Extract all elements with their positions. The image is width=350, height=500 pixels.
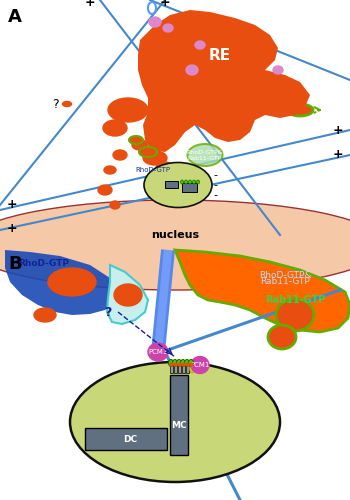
Text: RhoD-GTP: RhoD-GTP — [18, 258, 69, 268]
Polygon shape — [138, 10, 310, 152]
Ellipse shape — [184, 180, 188, 184]
Text: ?: ? — [104, 306, 112, 318]
Bar — [85, 428, 167, 450]
Ellipse shape — [195, 363, 200, 373]
Ellipse shape — [144, 162, 212, 208]
Text: +: + — [333, 124, 343, 136]
Polygon shape — [175, 250, 350, 332]
Ellipse shape — [104, 166, 116, 174]
Bar — [165, 181, 178, 188]
Ellipse shape — [0, 200, 350, 290]
Ellipse shape — [149, 17, 161, 27]
Text: RhoD-GTP&: RhoD-GTP& — [259, 270, 311, 280]
Ellipse shape — [143, 151, 167, 165]
Ellipse shape — [181, 360, 186, 366]
Text: -: - — [213, 170, 217, 180]
Text: nucleus: nucleus — [151, 230, 199, 240]
Ellipse shape — [110, 201, 120, 209]
Ellipse shape — [103, 120, 127, 136]
Text: Rab11-GTP: Rab11-GTP — [260, 278, 310, 286]
Ellipse shape — [186, 65, 198, 75]
Bar — [182, 183, 197, 192]
Ellipse shape — [148, 343, 168, 361]
Ellipse shape — [176, 360, 182, 366]
Ellipse shape — [195, 41, 205, 49]
Text: Rab11-GTP: Rab11-GTP — [265, 295, 325, 305]
Text: RhoD-GTP&: RhoD-GTP& — [187, 150, 223, 156]
Ellipse shape — [268, 325, 296, 349]
Text: -: - — [213, 180, 217, 190]
Ellipse shape — [287, 104, 313, 116]
Ellipse shape — [156, 162, 174, 174]
Ellipse shape — [70, 362, 280, 482]
Bar — [182, 365, 185, 373]
Ellipse shape — [193, 180, 196, 184]
Ellipse shape — [108, 98, 148, 122]
Ellipse shape — [113, 150, 127, 160]
Text: MC: MC — [171, 420, 187, 430]
Ellipse shape — [34, 308, 56, 322]
Bar — [170, 365, 173, 373]
Bar — [178, 365, 181, 373]
Ellipse shape — [191, 356, 209, 374]
Text: +: + — [85, 0, 95, 8]
Ellipse shape — [139, 147, 157, 157]
Bar — [186, 365, 189, 373]
Bar — [170, 375, 188, 455]
Ellipse shape — [48, 268, 96, 296]
Ellipse shape — [163, 24, 173, 32]
Text: A: A — [8, 8, 22, 26]
Polygon shape — [5, 250, 118, 315]
Text: Rab11-GTP: Rab11-GTP — [188, 156, 222, 160]
Text: +: + — [7, 198, 17, 211]
Text: B: B — [8, 255, 22, 273]
Text: +: + — [333, 148, 343, 162]
Ellipse shape — [129, 136, 143, 144]
Ellipse shape — [132, 140, 148, 150]
Ellipse shape — [168, 360, 174, 366]
Ellipse shape — [188, 144, 223, 166]
Ellipse shape — [196, 180, 200, 184]
Polygon shape — [107, 265, 148, 324]
Text: +: + — [7, 222, 17, 234]
Text: +: + — [160, 0, 170, 8]
Text: RhoD-GTP: RhoD-GTP — [135, 167, 170, 173]
Text: RE: RE — [209, 48, 231, 62]
Text: ?: ? — [52, 98, 58, 112]
Bar — [174, 365, 177, 373]
Ellipse shape — [273, 66, 283, 74]
Ellipse shape — [114, 284, 142, 306]
Ellipse shape — [98, 185, 112, 195]
Ellipse shape — [189, 363, 195, 373]
Ellipse shape — [276, 299, 314, 331]
Ellipse shape — [173, 360, 177, 366]
Ellipse shape — [184, 360, 189, 366]
Ellipse shape — [189, 360, 194, 366]
Ellipse shape — [63, 102, 71, 106]
Text: DC: DC — [123, 434, 137, 444]
Text: -: - — [213, 190, 217, 200]
Text: PCM1: PCM1 — [148, 349, 168, 355]
Ellipse shape — [189, 180, 191, 184]
Text: PCM1: PCM1 — [190, 362, 210, 368]
Ellipse shape — [181, 180, 183, 184]
